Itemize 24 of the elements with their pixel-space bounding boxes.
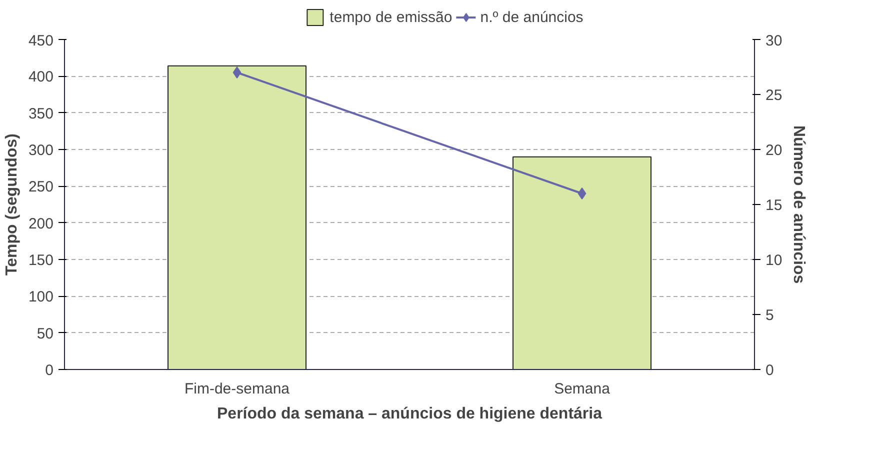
y-tick-label: 450 [28,32,54,50]
y-tick-label: 200 [28,215,54,232]
y-tick-label: 150 [28,252,54,269]
x-tick-label: Semana [554,380,611,398]
legend-label: tempo de emissão [330,8,452,26]
y2-tick-label: 10 [766,252,782,269]
y-tick-label: 100 [28,288,54,306]
y2-tick-label: 25 [766,87,782,104]
x-tick-label: Fim-de-semana [184,380,290,398]
y-axis-title: Tempo (segundos) [3,134,20,276]
legend-label: n.º de anúncios [480,8,584,26]
y2-tick-label: 20 [766,142,782,159]
y2-tick-label: 30 [766,32,782,50]
y2-axis-title: Número de anúncios [790,125,808,284]
y-tick-label: 300 [28,142,54,159]
y-tick-label: 400 [28,68,54,86]
y-tick-label: 250 [28,178,54,196]
y-tick-label: 0 [45,362,54,379]
y2-tick-label: 15 [766,197,782,214]
y2-tick-label: 5 [766,307,774,324]
x-axis-title: Período da semana – anúncios de higiene dentária [217,406,602,422]
y-tick-label: 50 [36,325,54,342]
y-tick-label: 350 [28,105,54,122]
y2-tick-label: 0 [766,362,774,379]
